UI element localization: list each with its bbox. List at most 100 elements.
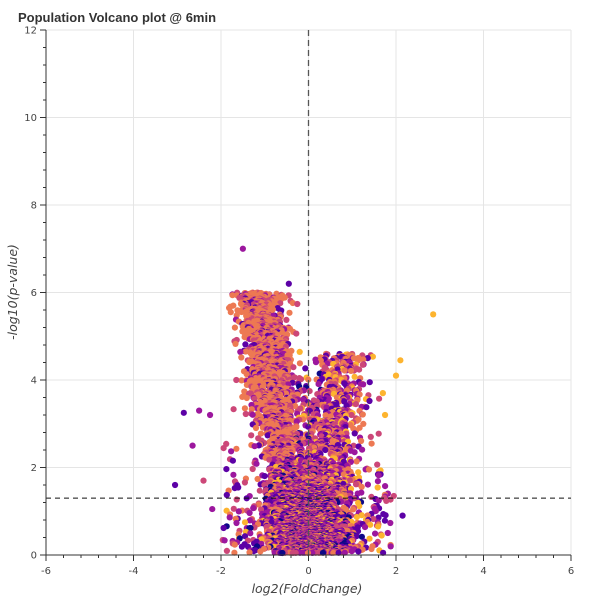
data-point [355,469,362,476]
data-point [341,367,348,374]
data-point [296,348,303,355]
data-point [296,360,303,367]
data-point [346,477,353,484]
data-point [367,433,374,440]
data-point [256,487,263,494]
data-point [375,430,382,437]
data-point [359,411,366,418]
data-point [305,376,312,383]
data-point [368,440,375,447]
scatter-points [219,289,394,557]
data-point [356,366,363,373]
data-point [238,377,245,384]
data-point [315,381,322,388]
data-point [292,402,299,410]
data-point [227,309,234,316]
data-point [249,411,256,418]
data-point [352,401,359,408]
data-point [243,394,250,402]
data-point [266,456,273,463]
data-point [223,491,230,499]
data-point [375,497,382,504]
data-point [348,411,355,419]
data-point [232,340,239,347]
data-point [231,324,238,331]
data-point [226,514,233,521]
data-point [384,529,391,537]
data-point [375,523,382,530]
data-point [300,396,307,403]
data-point [241,519,249,526]
data-point [358,512,365,519]
data-point [361,524,369,531]
data-point [374,484,381,491]
data-point [233,496,240,503]
data-point [229,292,236,299]
data-point [381,517,388,524]
data-point [387,519,394,527]
data-point [254,475,261,483]
data-point [238,308,245,316]
data-point [290,364,297,371]
data-point [302,365,309,372]
data-point [229,457,236,464]
data-point [230,471,237,478]
data-point [235,508,242,515]
data-point [233,445,240,452]
data-point [351,430,358,437]
data-point [351,449,358,456]
data-point [231,485,238,492]
data-point [366,397,373,405]
data-point [243,371,250,378]
data-point [305,423,312,430]
data-point [294,300,301,308]
data-point [251,443,258,450]
data-point [220,524,227,532]
data-point [312,359,320,366]
data-point [358,437,365,445]
data-point [364,481,371,488]
data-point [382,512,389,519]
data-point [375,472,382,479]
data-point [250,505,257,512]
data-point [242,341,249,348]
data-point [246,509,253,517]
data-point [246,358,253,366]
data-point [264,432,271,439]
data-point [372,508,379,515]
data-point [223,466,230,473]
data-point [247,530,254,537]
data-point [352,481,360,488]
data-point [220,445,227,452]
data-point [360,356,367,363]
data-point [383,497,390,504]
data-point [241,405,248,412]
data-point [230,406,237,413]
chart-title: Population Volcano plot @ 6min [18,10,216,25]
data-point [347,367,355,374]
data-point [248,432,255,439]
data-point [283,316,290,323]
data-point [238,354,245,361]
data-point [358,483,365,490]
data-point [322,446,329,454]
data-point [279,329,286,336]
data-point [353,513,360,521]
data-point [378,532,385,539]
data-point [237,348,244,355]
data-point [230,505,237,512]
data-point [228,448,235,455]
data-point [249,465,256,473]
data-point [242,410,249,418]
data-point [382,483,389,490]
data-point [360,420,367,427]
data-point [374,478,381,485]
data-point [261,473,268,480]
data-point [351,373,358,380]
data-point [306,388,313,395]
data-point [253,460,260,467]
data-point [365,466,373,473]
data-point [286,309,293,316]
data-point [353,458,360,465]
